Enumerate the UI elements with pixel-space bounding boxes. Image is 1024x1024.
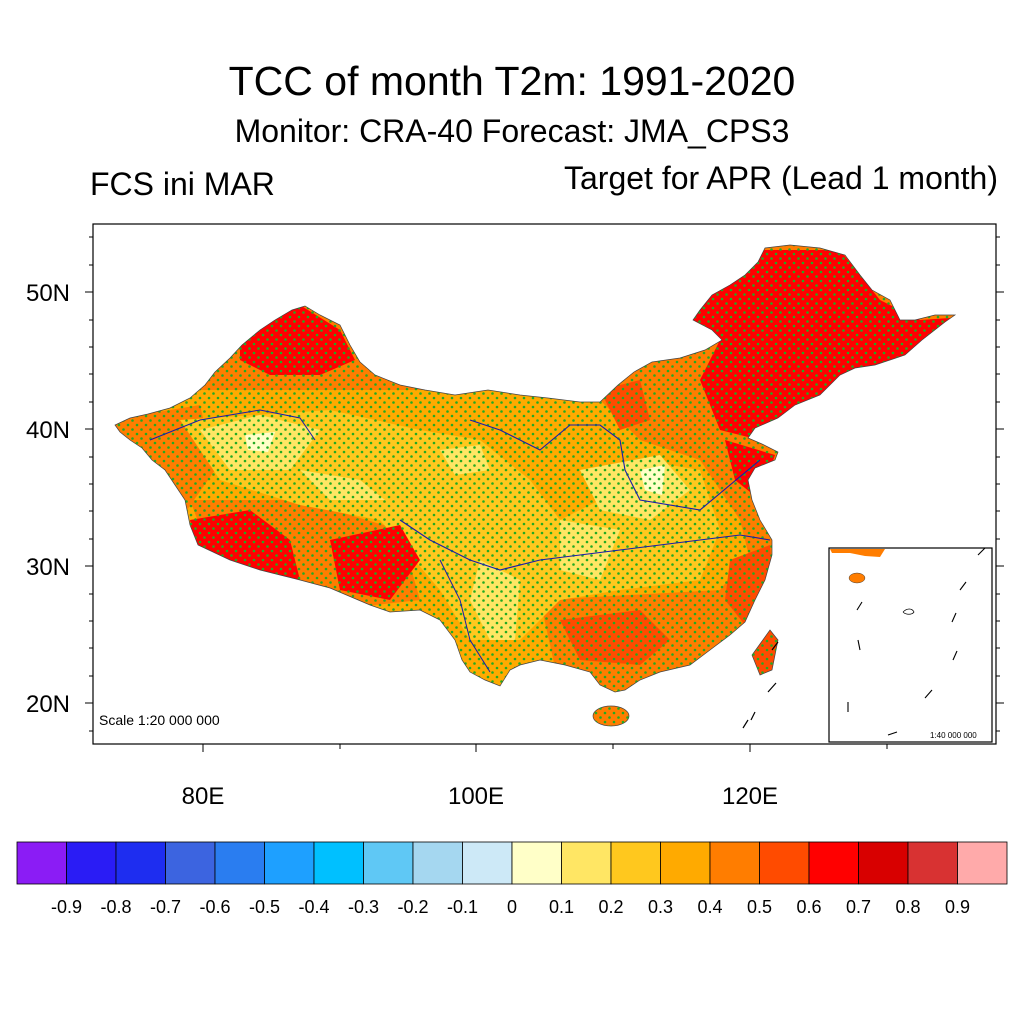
inset-islands [902, 608, 915, 615]
yangtze-river [399, 519, 771, 571]
colorbar-swatch [412, 841, 463, 885]
colorbar-swatch [858, 841, 909, 885]
colorbar-tick-label: -0.8 [100, 897, 131, 917]
colorbar-tick-label: 0.1 [549, 897, 574, 917]
colorbar-swatch [16, 841, 67, 885]
colorbar-tick-label: -0.1 [447, 897, 478, 917]
axis-ticks [85, 236, 1004, 752]
colorbar-tick-label: -0.6 [199, 897, 230, 917]
taiwan-stippling [752, 630, 778, 675]
colorbar-tick-label: -0.7 [150, 897, 181, 917]
colorbar-swatch [660, 841, 711, 885]
colorbar-tick-label: -0.9 [51, 897, 82, 917]
colorbar-swatch [709, 841, 760, 885]
colorbar-tick-label: -0.3 [348, 897, 379, 917]
colorbar [16, 841, 1008, 885]
colorbar-labels: -0.9 -0.8 -0.7 -0.6 -0.5 -0.4 -0.3 -0.2 -0.1 0 0.1… [51, 897, 970, 917]
colorbar-tick-label: 0.7 [846, 897, 871, 917]
colorbar-swatch [462, 841, 513, 885]
target-label: Target for APR (Lead 1 month) [564, 160, 998, 196]
islet-marks [742, 641, 779, 729]
colorbar-swatch [264, 841, 315, 885]
colorbar-swatch [610, 841, 661, 885]
colorbar-swatch [907, 841, 958, 885]
inset-scale-label: 1:40 000 000 [930, 731, 977, 740]
lat-label-20n: 20N [26, 691, 70, 718]
colorbar-tick-label: -0.2 [397, 897, 428, 917]
chart-title: TCC of month T2m: 1991-2020 [228, 58, 796, 104]
lat-label-30n: 30N [26, 554, 70, 581]
colorbar-swatch [561, 841, 612, 885]
colorbar-swatch [165, 841, 216, 885]
colorbar-tick-label: -0.5 [249, 897, 280, 917]
colorbar-tick-label: 0.4 [697, 897, 722, 917]
lon-label-120e: 120E [722, 783, 778, 810]
colorbar-tick-label: 0.3 [648, 897, 673, 917]
inset-hainan [848, 572, 866, 584]
colorbar-tick-label: 0.8 [895, 897, 920, 917]
colorbar-tick-label: 0.2 [598, 897, 623, 917]
chart-subtitle: Monitor: CRA-40 Forecast: JMA_CPS3 [234, 113, 790, 149]
colorbar-swatch [957, 841, 1008, 885]
map-scale-label: Scale 1:20 000 000 [99, 712, 220, 728]
colorbar-swatch [511, 841, 562, 885]
hainan-stippling [593, 706, 629, 726]
colorbar-swatch [214, 841, 265, 885]
yellow-river [469, 419, 761, 511]
colorbar-tick-label: 0 [507, 897, 517, 917]
lon-label-100e: 100E [448, 783, 504, 810]
colorbar-tick-label: -0.4 [298, 897, 329, 917]
colorbar-swatch [115, 841, 166, 885]
inset-coast [830, 549, 885, 557]
tarim-river [149, 409, 316, 441]
lon-label-80e: 80E [182, 783, 225, 810]
colorbar-swatch [313, 841, 364, 885]
colorbar-tick-label: 0.5 [747, 897, 772, 917]
colorbar-swatch [363, 841, 414, 885]
initialization-label: FCS ini MAR [90, 166, 275, 202]
nine-dash-line [847, 547, 986, 736]
colorbar-swatch [759, 841, 810, 885]
colorbar-tick-label: 0.6 [796, 897, 821, 917]
colorbar-swatch [66, 841, 117, 885]
colorbar-swatch [808, 841, 859, 885]
colorbar-tick-label: 0.9 [945, 897, 970, 917]
lat-label-40n: 40N [26, 417, 70, 444]
lat-label-50n: 50N [26, 280, 70, 307]
mekong-river [439, 559, 491, 673]
